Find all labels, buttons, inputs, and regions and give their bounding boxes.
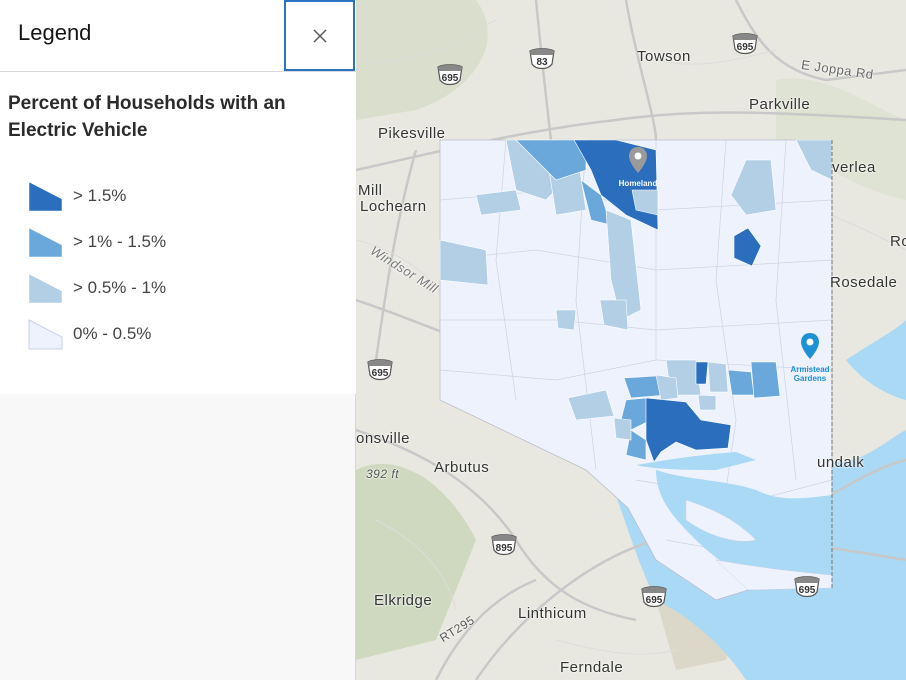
interstate-shield: 695 <box>640 586 668 612</box>
close-icon <box>313 29 326 42</box>
place-label-catonsville: onsville <box>356 430 411 447</box>
place-label-lochearn: Lochearn <box>360 198 427 215</box>
legend-label-high: > 1.5% <box>73 186 127 205</box>
place-label-linthicum: Linthicum <box>518 605 587 622</box>
place-label-pikesville: Pikesville <box>378 125 446 142</box>
interstate-shield: 895 <box>490 534 518 560</box>
interstate-shield: 695 <box>793 576 821 602</box>
place-label-overlea: verlea <box>832 159 876 176</box>
legend-item-high: > 1.5% <box>28 179 328 213</box>
place-label-elevation: 392 ft <box>366 467 400 481</box>
place-label-rosedale: Rosedale <box>830 274 898 291</box>
place-label-ro: Ro <box>890 233 906 250</box>
legend-item-low: 0% - 0.5% <box>28 317 328 351</box>
legend-title: Legend <box>18 20 92 45</box>
interstate-shield: 695 <box>731 33 759 59</box>
legend-label-mid-low: > 0.5% - 1% <box>73 278 167 297</box>
legend-item-mid-low: > 0.5% - 1% <box>28 271 328 305</box>
legend-swatch-mid-high <box>28 227 63 258</box>
close-button[interactable] <box>284 0 355 71</box>
map-pin-icon <box>629 147 647 173</box>
interstate-shield: 695 <box>366 359 394 385</box>
pin-homeland[interactable]: Homeland <box>614 146 662 188</box>
legend-swatch-mid-low <box>28 273 63 304</box>
legend-swatch-high <box>28 181 63 212</box>
pin-label-armistead: Armistead Gardens <box>790 365 830 383</box>
legend-header: Legend <box>0 0 356 72</box>
place-label-arbutus: Arbutus <box>434 459 490 476</box>
map-pin-icon <box>801 333 819 359</box>
legend-body: Percent of Households with an Electric V… <box>0 72 356 394</box>
place-label-elkridge: Elkridge <box>374 592 433 609</box>
place-label-mill: Mill <box>358 182 383 199</box>
pin-label-homeland: Homeland <box>618 179 658 188</box>
legend-label-mid-high: > 1% - 1.5% <box>73 232 167 251</box>
pin-armistead-gardens[interactable]: Armistead Gardens <box>786 332 834 383</box>
interstate-shield: 83 <box>528 48 556 74</box>
place-label-dundalk: undalk <box>817 454 865 471</box>
legend-item-mid-high: > 1% - 1.5% <box>28 225 328 259</box>
place-label-towson: Towson <box>637 48 691 65</box>
place-label-ferndale: Ferndale <box>560 659 624 676</box>
interstate-shield: 695 <box>436 64 464 90</box>
place-label-parkville: Parkville <box>749 96 811 113</box>
legend-swatch-low <box>28 319 63 350</box>
map-view[interactable]: Towson Parkville Pikesville Mill Lochear… <box>356 0 906 680</box>
legend-panel: Legend Percent of Households with an Ele… <box>0 0 356 680</box>
layer-title: Percent of Households with an Electric V… <box>8 93 286 141</box>
legend-label-low: 0% - 0.5% <box>73 324 152 343</box>
